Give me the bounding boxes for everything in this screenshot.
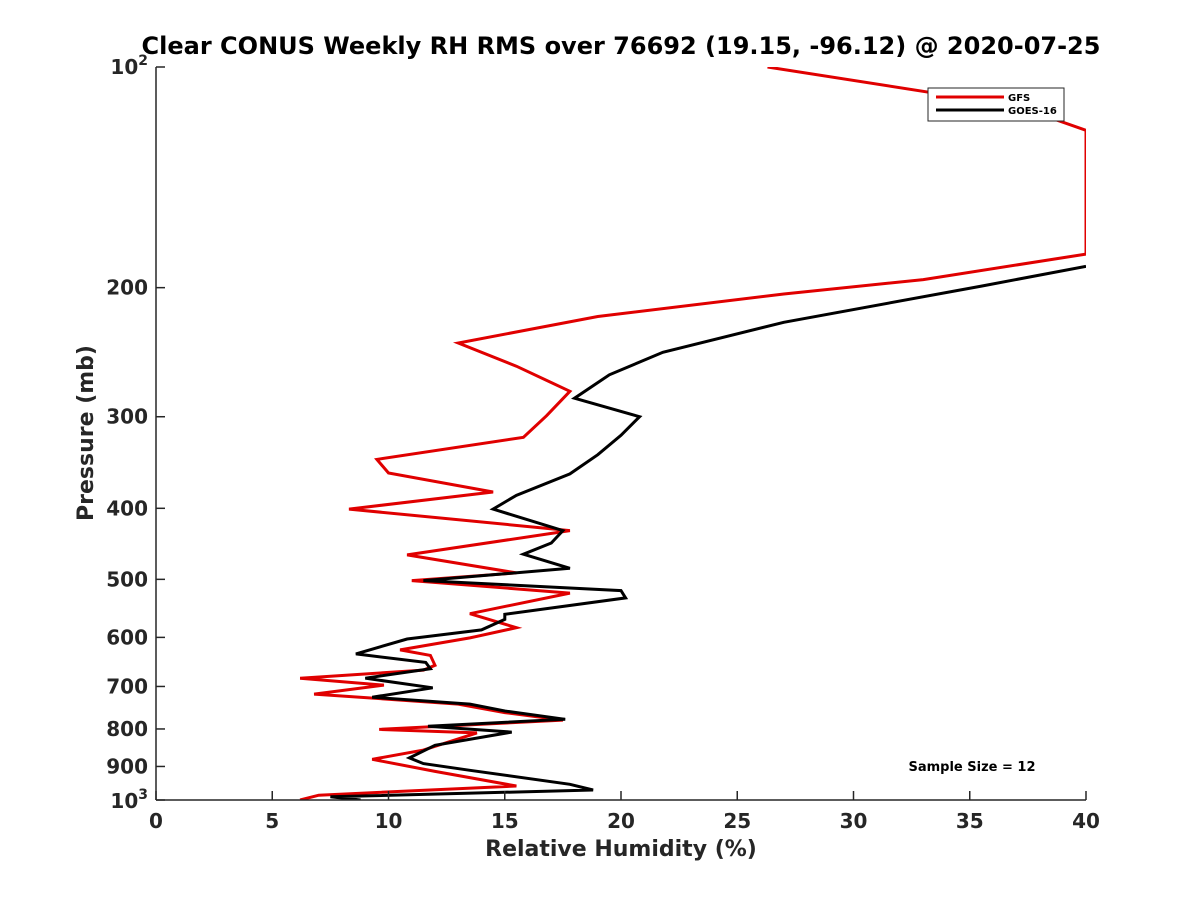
x-tick-label: 30	[840, 809, 868, 833]
legend-label-gfs: GFS	[1008, 93, 1030, 104]
series-line-gfs	[299, 67, 1086, 800]
y-bottom-base: 10	[110, 789, 138, 813]
x-axis-title: Relative Humidity (%)	[485, 837, 757, 862]
y-bottom-exp: 3	[138, 787, 148, 803]
x-ticks: 0 5 10 15 20 25 30 35 40	[149, 791, 1100, 833]
x-tick-label: 10	[375, 809, 403, 833]
series-layer	[299, 67, 1086, 800]
y-tick-label: 700	[106, 674, 148, 698]
x-tick-label: 35	[956, 809, 984, 833]
sample-size-annotation: Sample Size = 12	[908, 760, 1035, 775]
y-tick-label-bottom: 103	[110, 787, 148, 813]
legend-box	[927, 87, 1065, 122]
y-top-base: 10	[110, 55, 138, 79]
legend-label-goes16: GOES-16	[1008, 106, 1057, 117]
x-tick-label: 40	[1072, 809, 1100, 833]
x-tick-label: 0	[149, 809, 163, 833]
y-tick-label-top: 102	[110, 53, 148, 79]
y-tick-label: 500	[106, 567, 148, 591]
x-tick-label: 5	[265, 809, 279, 833]
y-tick-label: 900	[106, 754, 148, 778]
y-top-exp: 2	[138, 53, 148, 69]
y-tick-label: 800	[106, 717, 148, 741]
y-tick-label: 400	[106, 496, 148, 520]
y-tick-label: 600	[106, 625, 148, 649]
x-tick-label: 20	[607, 809, 635, 833]
x-tick-label: 15	[491, 809, 519, 833]
y-tick-label: 200	[106, 276, 148, 300]
x-tick-label: 25	[723, 809, 751, 833]
y-tick-label: 300	[106, 405, 148, 429]
series-line-goes-16	[330, 264, 1086, 800]
chart-title: Clear CONUS Weekly RH RMS over 76692 (19…	[142, 32, 1101, 60]
legend: GFS GOES-16	[927, 87, 1065, 122]
y-axis-title: Pressure (mb)	[74, 345, 99, 521]
y-ticks: 200 300 400 500 600 700 800 900	[106, 66, 165, 801]
